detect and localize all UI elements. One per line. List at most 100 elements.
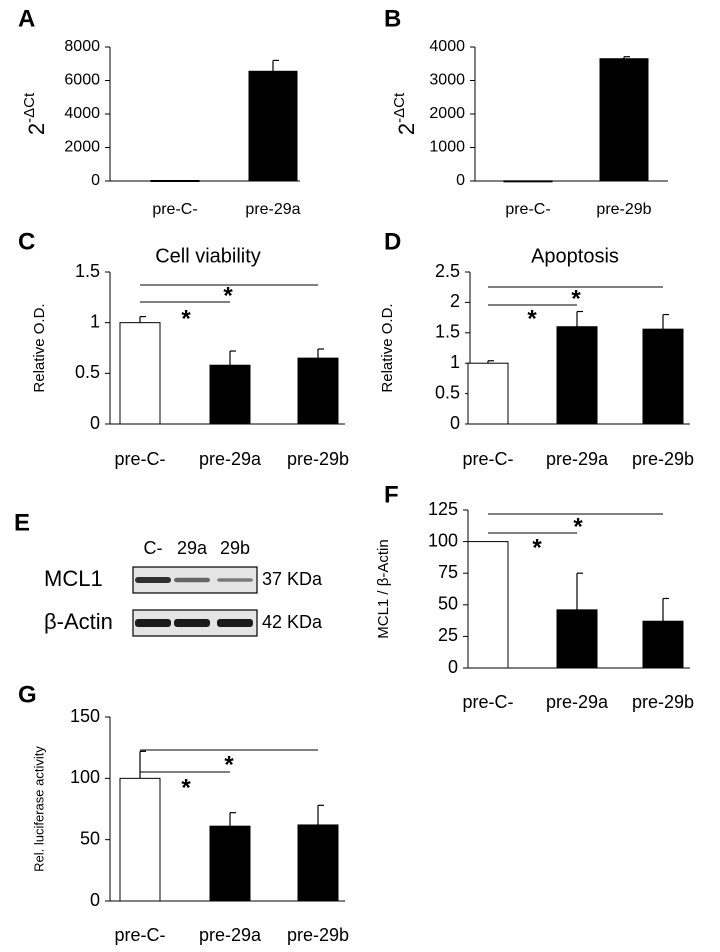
y-tick-label: 8000 (64, 38, 100, 55)
bar (556, 609, 598, 669)
y-tick-label: 0 (91, 172, 100, 189)
lane-label: C- (144, 538, 163, 558)
bar (119, 777, 161, 902)
size-label: 37 KDa (262, 569, 323, 589)
x-tick-label: pre-C- (462, 449, 513, 469)
y-tick-label: 25 (438, 625, 458, 645)
y-tick-label: 1000 (429, 139, 465, 156)
y-tick-label: 0.5 (435, 382, 460, 402)
x-tick-label: pre-C- (462, 692, 513, 712)
panel: A 2-ΔCt 0 2000 4000 6000 8000 pre-C-pre-29a (18, 5, 301, 218)
panel-label: F (384, 481, 399, 508)
y-tick-label: 3000 (429, 72, 465, 89)
y-axis-label: MCL1 / β-Actin (375, 539, 392, 639)
y-tick-label: 2.5 (435, 261, 460, 281)
y-axis-label: Rel. luciferase activity (31, 746, 46, 872)
band (135, 577, 171, 583)
lane-label: 29b (220, 538, 250, 558)
bar (642, 328, 684, 425)
y-axis-label: Relative O.D. (379, 303, 396, 392)
y-axis-label-base: 2 (394, 123, 419, 135)
y-axis-label: 2-ΔCt (21, 92, 49, 135)
y-tick-label: 0 (448, 657, 458, 677)
y-tick-label: 1.5 (435, 322, 460, 342)
y-axis-label-base: 2 (24, 123, 49, 135)
band (135, 619, 171, 627)
bar (599, 58, 649, 182)
y-tick-label: 0 (450, 413, 460, 433)
bar (119, 322, 161, 425)
panel: F MCL1 / β-Actin 0 25 50 75 100 125 pre-C-pre-29… (375, 481, 694, 711)
x-tick-label: pre-C- (505, 201, 550, 218)
band (174, 577, 210, 583)
y-tick-label: 75 (438, 562, 458, 582)
y-axis-label: Relative O.D. (31, 303, 48, 392)
x-tick-label: pre-29b (632, 692, 694, 712)
bar (556, 326, 598, 425)
y-tick-label: 0.5 (75, 362, 100, 382)
x-tick-label: pre-29b (632, 449, 694, 469)
y-tick-label: 4000 (64, 105, 100, 122)
bar (467, 541, 509, 669)
y-tick-label: 2000 (429, 105, 465, 122)
bar (503, 180, 553, 183)
x-tick-label: pre-29b (596, 201, 651, 218)
bar (642, 620, 684, 669)
y-tick-label: 2000 (64, 139, 100, 156)
row-label: β-Actin (44, 609, 113, 634)
row-label: MCL1 (44, 566, 103, 591)
bar (248, 70, 298, 182)
y-tick-label: 1.5 (75, 261, 100, 281)
band (174, 619, 210, 627)
bar (467, 362, 509, 425)
panel-label: A (18, 5, 35, 32)
x-tick-label: pre-29a (245, 201, 300, 218)
y-tick-label: 50 (80, 828, 100, 848)
y-tick-label: 0 (90, 890, 100, 910)
y-axis-label-sup: -ΔCt (21, 92, 38, 123)
panel-label: B (384, 5, 401, 32)
bar (297, 357, 339, 425)
y-tick-label: 1 (450, 352, 460, 372)
panel: G Rel. luciferase activity 0 50 100 150 pre-C-… (18, 681, 349, 944)
panel-label: D (384, 228, 401, 255)
bar (209, 825, 251, 902)
significance-label: * (527, 305, 537, 332)
panel: B 2-ΔCt 0 1000 2000 3000 4000 pre-C-pre-29b (384, 5, 668, 218)
chart-title: Cell viability (155, 245, 261, 267)
lane-label: 29a (177, 538, 208, 558)
y-tick-label: 1 (90, 311, 100, 331)
significance-label: * (571, 285, 581, 312)
panel-label: E (14, 509, 30, 536)
significance-label: * (181, 774, 191, 801)
panel-label: G (18, 681, 37, 708)
y-tick-label: 0 (456, 172, 465, 189)
band (217, 619, 253, 627)
significance-label: * (224, 751, 234, 778)
y-tick-label: 100 (70, 767, 100, 787)
x-tick-label: pre-29a (199, 925, 262, 945)
bar (209, 364, 251, 425)
y-tick-label: 150 (70, 706, 100, 726)
significance-label: * (573, 513, 583, 540)
y-tick-label: 2 (450, 291, 460, 311)
panel-label: C (18, 228, 35, 255)
y-axis-label-sup: -ΔCt (391, 92, 408, 123)
x-tick-label: pre-29b (287, 925, 349, 945)
x-tick-label: pre-29a (546, 449, 609, 469)
panel: C Cell viability Relative O.D. 0 0.5 1 1.5 pre-… (18, 228, 349, 468)
size-label: 42 KDa (262, 612, 323, 632)
significance-label: * (532, 534, 542, 561)
y-axis-label: 2-ΔCt (391, 92, 419, 135)
x-tick-label: pre-C- (114, 449, 165, 469)
y-tick-label: 0 (90, 413, 100, 433)
chart-title: Apoptosis (531, 245, 619, 267)
band (217, 578, 253, 582)
significance-label: * (223, 282, 233, 309)
x-tick-label: pre-C- (152, 201, 197, 218)
significance-label: * (181, 305, 191, 332)
panel: D Apoptosis Relative O.D. 0 0.5 1 1.5 2 2.5 pre-C… (379, 228, 694, 468)
x-tick-label: pre-29b (287, 449, 349, 469)
y-tick-label: 50 (438, 594, 458, 614)
